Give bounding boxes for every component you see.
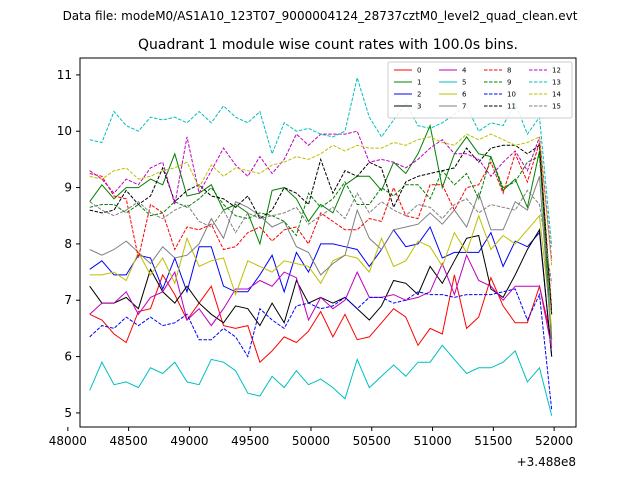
legend-label-13: 13: [552, 79, 561, 87]
x-tick-label: 52000: [535, 434, 573, 448]
legend-label-10: 10: [507, 91, 516, 99]
y-tick-label: 11: [57, 68, 72, 82]
x-tick-label: 50500: [353, 434, 391, 448]
series-line-8: [89, 142, 553, 309]
legend-label-2: 2: [417, 91, 421, 99]
legend-label-0: 0: [417, 67, 421, 75]
legend-label-7: 7: [462, 103, 466, 111]
series-line-15: [89, 189, 553, 284]
series-line-14: [89, 133, 553, 267]
series-line-11: [89, 144, 553, 315]
y-tick-label: 10: [57, 124, 72, 138]
series-line-4: [89, 253, 553, 349]
series-line-10: [89, 288, 553, 411]
y-tick-label: 5: [64, 406, 72, 420]
legend-label-14: 14: [552, 91, 561, 99]
x-tick-label: 49500: [231, 434, 269, 448]
x-tick-label: 48000: [49, 434, 87, 448]
series-line-0: [89, 273, 553, 364]
plot-area: 48000 48500 49000 49500 50000 50500 51000 51500…: [49, 57, 577, 469]
series-line-5: [89, 344, 553, 416]
legend-label-12: 12: [552, 67, 561, 75]
legend-label-9: 9: [507, 79, 511, 87]
x-tick-label: 50000: [292, 434, 330, 448]
series-line-9: [89, 155, 553, 315]
legend-label-4: 4: [462, 67, 467, 75]
x-tick-label: 51500: [474, 434, 512, 448]
legend-label-8: 8: [507, 67, 511, 75]
x-tick-label: 51000: [413, 434, 451, 448]
x-tick-label: 48500: [110, 434, 148, 448]
y-tick-label: 6: [64, 350, 72, 364]
axes-frame: [79, 57, 577, 428]
series-line-7: [89, 176, 553, 346]
series-line-6: [89, 214, 553, 329]
legend-label-11: 11: [507, 103, 516, 111]
x-tick-label: 49000: [170, 434, 208, 448]
x-axis-offset-label: +3.488e8: [517, 455, 576, 469]
legend-box: [387, 61, 573, 119]
y-tick-label: 9: [64, 181, 72, 195]
legend-label-5: 5: [462, 79, 466, 87]
legend-label-3: 3: [417, 103, 421, 111]
legend-label-15: 15: [552, 103, 561, 111]
series-line-1: [89, 123, 553, 340]
x-axis: 48000 48500 49000 49500 50000 50500 51000 51500…: [49, 427, 573, 448]
legend-label-6: 6: [462, 91, 467, 99]
y-axis: 5 6 7 8 9 10 11: [57, 68, 80, 420]
series-line-13: [89, 75, 553, 247]
data-file-suptitle: Data file: modeM0/AS1A10_123T07_90000041…: [63, 9, 578, 23]
series-line-2: [89, 225, 553, 357]
chart-title: Quadrant 1 module wise count rates with …: [138, 37, 518, 53]
series-group: [89, 75, 553, 416]
y-tick-label: 8: [64, 237, 72, 251]
y-tick-label: 7: [64, 293, 72, 307]
legend-label-1: 1: [417, 79, 421, 87]
